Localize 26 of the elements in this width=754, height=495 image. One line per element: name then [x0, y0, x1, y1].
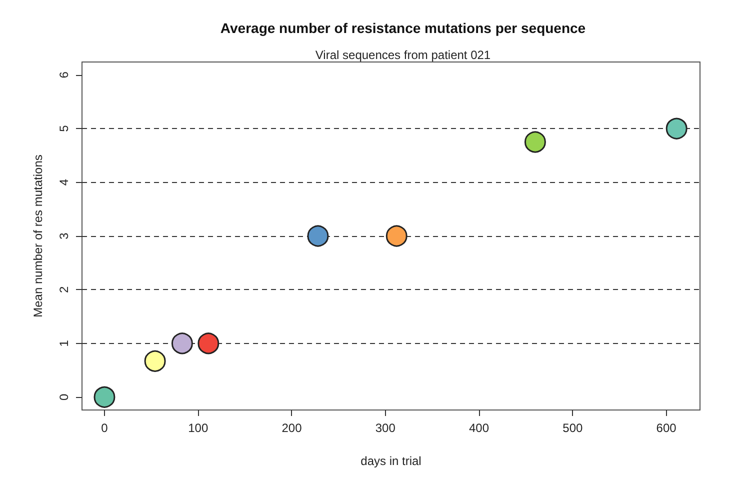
- y-axis-title: Mean number of res mutations: [31, 154, 45, 318]
- point: [94, 386, 116, 408]
- x-tick-label: 600: [656, 421, 677, 435]
- point: [171, 332, 193, 354]
- x-tick-label: 200: [282, 421, 302, 435]
- point: [524, 131, 546, 153]
- x-tick-label: 100: [188, 421, 208, 435]
- x-tick-label: 300: [375, 421, 396, 435]
- y-tick-label: 3: [57, 232, 71, 240]
- y-tick-label: 5: [57, 124, 71, 132]
- y-tick-label: 4: [57, 178, 71, 186]
- point: [307, 225, 329, 247]
- point: [144, 350, 166, 372]
- y-tick-label: 0: [57, 393, 71, 400]
- point: [666, 118, 688, 140]
- y-tick-label: 2: [57, 286, 71, 294]
- x-tick-label: 500: [562, 421, 583, 435]
- point: [386, 225, 408, 247]
- point: [198, 332, 220, 354]
- chart-title: Average number of resistance mutations per sequence: [220, 20, 586, 36]
- x-axis-title: days in trial: [360, 454, 422, 468]
- x-tick-label: 0: [101, 421, 108, 435]
- y-tick-label: 1: [57, 340, 71, 347]
- y-tick-label: 6: [57, 71, 71, 78]
- chart-subtitle: Viral sequences from patient 021: [315, 48, 491, 62]
- x-tick-label: 400: [469, 421, 490, 435]
